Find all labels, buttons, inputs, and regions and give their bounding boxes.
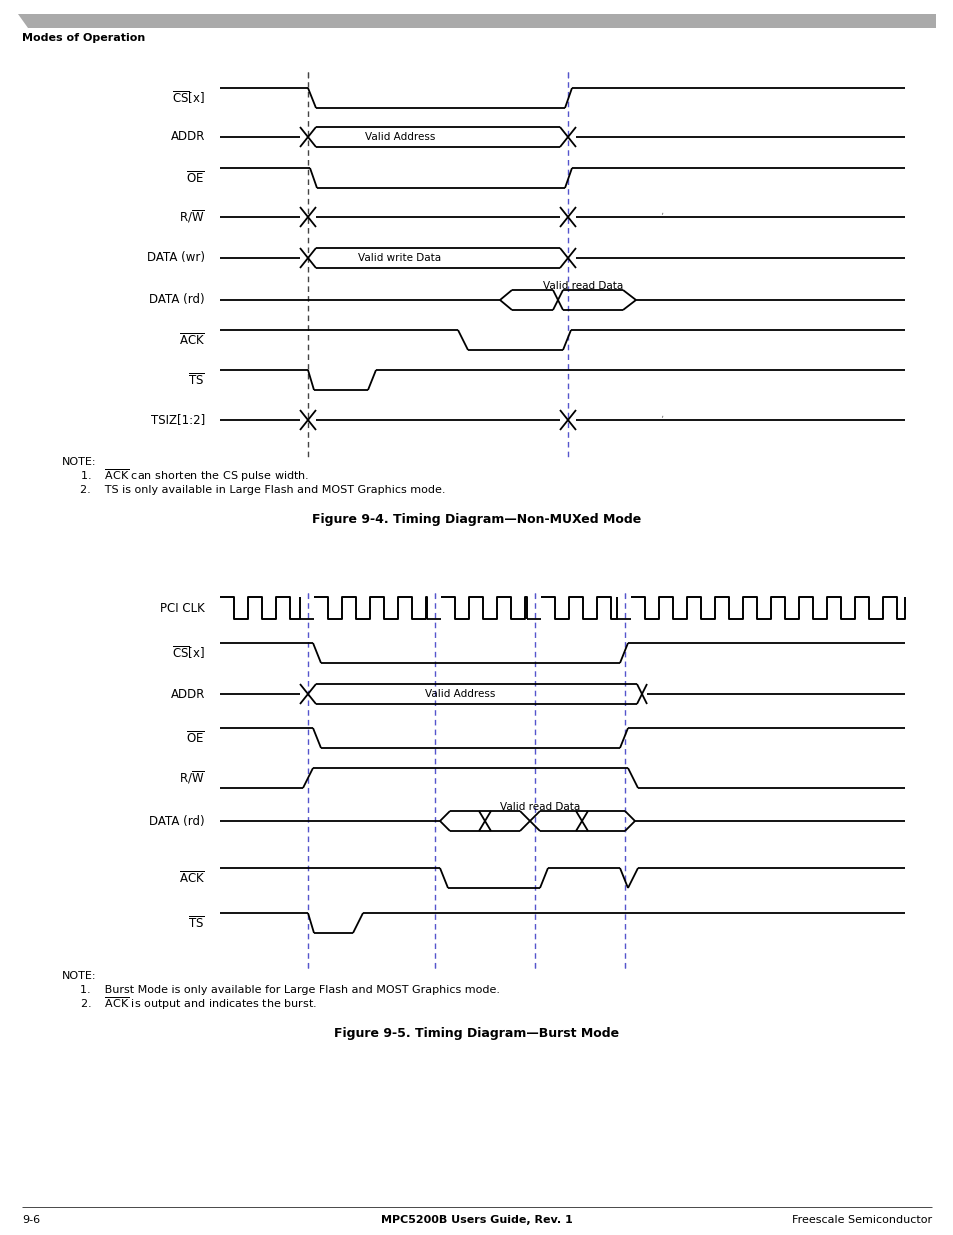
Text: $\overline{\mathregular{TS}}$: $\overline{\mathregular{TS}}$ (188, 915, 205, 931)
Text: DATA (rd): DATA (rd) (150, 294, 205, 306)
Text: DATA (rd): DATA (rd) (150, 815, 205, 827)
Text: 2.    $\overline{\mathregular{ACK}}$ is output and indicates the burst.: 2. $\overline{\mathregular{ACK}}$ is out… (80, 995, 316, 1013)
Text: Freescale Semiconductor: Freescale Semiconductor (791, 1215, 931, 1225)
Text: 9-6: 9-6 (22, 1215, 40, 1225)
Text: MPC5200B Users Guide, Rev. 1: MPC5200B Users Guide, Rev. 1 (381, 1215, 572, 1225)
Text: 1.    $\overline{\mathregular{ACK}}$ can shorten the CS pulse width.: 1. $\overline{\mathregular{ACK}}$ can sh… (80, 468, 309, 484)
Text: $\overline{\mathregular{OE}}$: $\overline{\mathregular{OE}}$ (186, 170, 205, 185)
Text: 2.    TS is only available in Large Flash and MOST Graphics mode.: 2. TS is only available in Large Flash a… (80, 485, 445, 495)
Text: TSIZ[1:2]: TSIZ[1:2] (151, 414, 205, 426)
Text: $\overline{\mathregular{CS}}$[x]: $\overline{\mathregular{CS}}$[x] (172, 90, 205, 106)
Text: Modes of Operation: Modes of Operation (22, 33, 145, 43)
Text: 1.    Burst Mode is only available for Large Flash and MOST Graphics mode.: 1. Burst Mode is only available for Larg… (80, 986, 499, 995)
Text: $\overline{\mathregular{OE}}$: $\overline{\mathregular{OE}}$ (186, 730, 205, 746)
Text: PCI CLK: PCI CLK (160, 601, 205, 615)
Text: ʼ: ʼ (659, 415, 662, 425)
Text: DATA (wr): DATA (wr) (147, 252, 205, 264)
Polygon shape (18, 14, 935, 28)
Text: NOTE:: NOTE: (62, 457, 96, 467)
Text: $\overline{\mathregular{CS}}$[x]: $\overline{\mathregular{CS}}$[x] (172, 645, 205, 662)
Text: NOTE:: NOTE: (62, 971, 96, 981)
Text: R/$\overline{\mathregular{W}}$: R/$\overline{\mathregular{W}}$ (179, 769, 205, 787)
Text: Valid Address: Valid Address (424, 689, 495, 699)
Text: ADDR: ADDR (171, 131, 205, 143)
Text: Valid read Data: Valid read Data (542, 282, 622, 291)
Text: Figure 9-5. Timing Diagram—Burst Mode: Figure 9-5. Timing Diagram—Burst Mode (335, 1028, 618, 1041)
Text: Valid read Data: Valid read Data (499, 802, 579, 811)
Text: R/$\overline{\mathregular{W}}$: R/$\overline{\mathregular{W}}$ (179, 209, 205, 226)
Text: Valid write Data: Valid write Data (358, 253, 441, 263)
Text: ADDR: ADDR (171, 688, 205, 700)
Text: Valid Address: Valid Address (364, 132, 435, 142)
Text: ʼ: ʼ (659, 212, 662, 222)
Text: $\overline{\mathregular{ACK}}$: $\overline{\mathregular{ACK}}$ (179, 332, 205, 348)
Text: $\overline{\mathregular{ACK}}$: $\overline{\mathregular{ACK}}$ (179, 871, 205, 885)
Text: Figure 9-4. Timing Diagram—Non-MUXed Mode: Figure 9-4. Timing Diagram—Non-MUXed Mod… (312, 514, 641, 526)
Text: $\overline{\mathregular{TS}}$: $\overline{\mathregular{TS}}$ (188, 372, 205, 388)
